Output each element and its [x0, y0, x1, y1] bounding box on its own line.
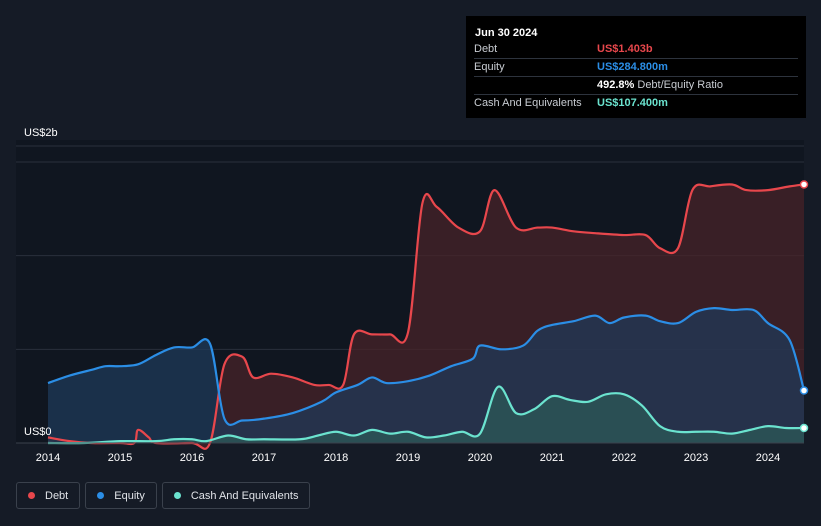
tooltip-date: Jun 30 2024 — [475, 27, 538, 39]
x-tick-label-2019: 2019 — [396, 452, 420, 464]
series-end-points — [799, 180, 809, 433]
line-cash — [47, 385, 805, 445]
legend-dot-debt-icon — [28, 492, 35, 499]
x-tick-label-2024: 2024 — [756, 452, 780, 464]
end-point-debt — [799, 180, 809, 189]
x-tick-label-2021: 2021 — [540, 452, 564, 464]
x-tick-label-2022: 2022 — [612, 452, 636, 464]
tooltip-equity-label: Equity — [474, 61, 505, 73]
x-tick-label-2018: 2018 — [324, 452, 348, 464]
tooltip-equity-value: US$284.800m — [597, 61, 668, 73]
series-fills — [48, 184, 804, 449]
chart-legend: Debt Equity Cash And Equivalents — [16, 482, 311, 509]
legend-item-equity[interactable]: Equity — [85, 482, 157, 509]
legend-label-cash: Cash And Equivalents — [190, 489, 299, 502]
tooltip-row-cash: Cash And Equivalents US$107.400m — [474, 95, 798, 112]
x-tick-label-2023: 2023 — [684, 452, 708, 464]
axes: 2014 2015 2016 2017 2018 2019 2020 2021 2022 2023… — [16, 127, 804, 464]
tooltip-ratio-group: 492.8% Debt/Equity Ratio — [597, 77, 723, 94]
tooltip-cash-value: US$107.400m — [597, 97, 668, 109]
legend-label-debt: Debt — [45, 489, 69, 502]
x-tick-label-2017: 2017 — [252, 452, 276, 464]
tooltip-debt-label: Debt — [474, 43, 498, 55]
tooltip-debt-value: US$1.403b — [597, 43, 653, 55]
legend-item-debt[interactable]: Debt — [16, 482, 81, 509]
legend-dot-equity-icon — [97, 492, 105, 499]
tooltip-panel: Jun 30 2024 Debt US$1.403b Equity US$284… — [466, 16, 806, 118]
legend-item-cash[interactable]: Cash And Equivalents — [161, 482, 311, 509]
x-tick-label-2020: 2020 — [468, 452, 492, 464]
tooltip-row-ratio: 492.8% Debt/Equity Ratio — [474, 77, 798, 95]
end-point-cash — [799, 423, 809, 433]
tooltip-cash-label: Cash And Equivalents — [474, 97, 582, 109]
x-tick-label-2016: 2016 — [180, 452, 204, 464]
area-cash — [48, 386, 804, 444]
x-tick-label-2015: 2015 — [108, 452, 132, 464]
tooltip-ratio-value: 492.8% — [597, 79, 635, 91]
x-tick-label-2014: 2014 — [36, 452, 60, 464]
line-equity — [47, 306, 806, 426]
legend-label-equity: Equity — [114, 489, 145, 502]
tooltip-row-debt: Debt US$1.403b — [474, 41, 798, 59]
tooltip-row-equity: Equity US$284.800m — [474, 59, 798, 77]
y-tick-label-1: US$2b — [24, 127, 58, 139]
y-tick-label-0: US$0 — [24, 426, 52, 438]
legend-dot-cash-icon — [173, 492, 181, 499]
tooltip-ratio-label: Debt/Equity Ratio — [637, 79, 723, 91]
end-point-equity — [799, 386, 809, 395]
